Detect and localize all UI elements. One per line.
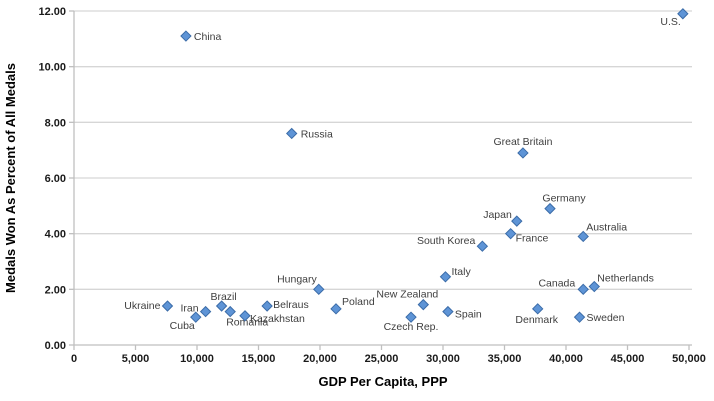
x-tick-label: 25,000 (365, 353, 399, 365)
data-point-marker (161, 300, 174, 312)
data-point-label: Netherlands (597, 273, 654, 285)
data-point-label: Spain (455, 309, 482, 321)
data-point-label: Cuba (170, 320, 195, 332)
y-axis-title: Medals Won As Percent of All Medals (3, 63, 18, 293)
data-point-label: Denmark (515, 314, 558, 326)
y-tick-label: 10.00 (38, 62, 66, 74)
tick-labels: 0 5,000 10,000 15,000 20,000 25,000 30,000 35,0… (38, 6, 705, 365)
data-point-label: South Korea (417, 235, 476, 247)
x-tick-label: 10,000 (180, 353, 214, 365)
y-tick-label: 6.00 (45, 173, 66, 185)
data-point-marker (504, 227, 517, 240)
x-tick-label: 20,000 (303, 353, 337, 365)
data-point-marker (439, 271, 452, 283)
data-point-marker (577, 230, 589, 243)
x-tick-label: 0 (71, 353, 77, 365)
data-point-marker (286, 127, 298, 140)
data-point-label: Great Britain (493, 136, 552, 148)
data-point-label: Italy (451, 266, 471, 278)
data-point-marker (313, 283, 325, 296)
x-tick-label: 45,000 (611, 353, 645, 365)
x-tick-label: 5,000 (122, 353, 150, 365)
y-tick-label: 12.00 (38, 6, 66, 18)
data-point-label: Hungary (277, 273, 317, 285)
data-points: Ukraine China Cuba Iran Brazil RomaniaKazakhs… (124, 8, 689, 333)
data-point-marker (261, 300, 273, 312)
data-point-label: Sweden (587, 312, 625, 324)
data-point-marker (677, 8, 689, 20)
data-point-marker (544, 202, 556, 215)
data-point-marker (190, 311, 202, 323)
data-point-marker (330, 303, 342, 315)
data-point-label: Russia (301, 128, 333, 140)
data-point-label: Poland (342, 296, 375, 308)
data-point-marker (573, 311, 586, 323)
data-point-marker (532, 303, 544, 315)
data-point-label: U.S. (660, 16, 680, 28)
x-tick-label: 50,000 (672, 353, 706, 365)
data-point-marker (199, 305, 212, 318)
data-point-marker (180, 30, 192, 42)
data-point-marker (405, 311, 417, 323)
y-tick-label: 4.00 (45, 229, 66, 241)
x-tick-label: 40,000 (549, 353, 583, 365)
data-point-label: Czech Rep. (384, 321, 439, 333)
x-tick-label: 30,000 (426, 353, 460, 365)
data-point-label: Ukraine (124, 300, 160, 312)
y-tick-label: 0.00 (45, 340, 66, 352)
data-point-marker (224, 305, 236, 318)
data-point-marker (476, 240, 489, 252)
data-point-label: France (516, 233, 549, 245)
y-tick-label: 2.00 (45, 284, 66, 296)
x-tick-label: 15,000 (242, 353, 276, 365)
data-point-marker (442, 305, 454, 318)
gridlines (74, 10, 692, 290)
data-point-marker (588, 280, 600, 293)
data-point-label: Germany (542, 193, 586, 205)
x-axis-title: GDP Per Capita, PPP (318, 374, 447, 389)
data-point-label: Japan (483, 209, 512, 221)
data-point-label: Kazakhstan (250, 313, 305, 325)
data-point-label: Brazil (210, 291, 236, 303)
data-point-label: Belraus (273, 299, 309, 311)
data-point-marker (517, 147, 529, 159)
data-point-marker (417, 298, 430, 311)
data-point-label: Iran (181, 303, 199, 315)
data-point-label: Canada (538, 277, 575, 289)
data-point-label: Romania (226, 317, 268, 329)
tick-marks (69, 10, 690, 350)
data-point-label: New Zealand (376, 289, 438, 301)
data-point-marker (511, 215, 523, 227)
data-point-label: China (194, 31, 222, 43)
data-point-marker (577, 283, 589, 296)
data-point-marker (239, 310, 251, 322)
data-point-marker (215, 300, 228, 312)
data-point-label: Australia (586, 221, 627, 233)
y-tick-label: 8.00 (45, 117, 66, 129)
x-tick-label: 35,000 (488, 353, 522, 365)
